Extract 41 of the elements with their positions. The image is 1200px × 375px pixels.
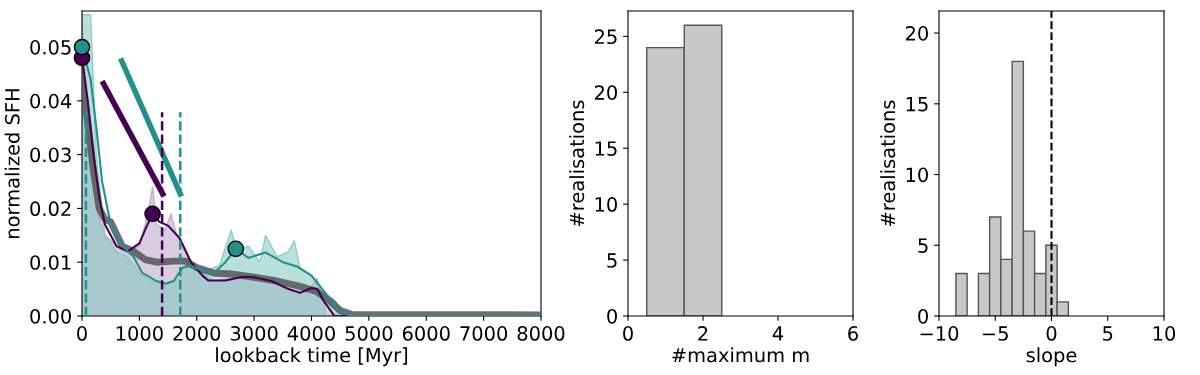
y-tick-label: 0.00 — [30, 308, 71, 324]
y-tick-label: 0.05 — [30, 40, 71, 55]
x-tick-label: 5 — [1103, 326, 1113, 341]
y-tick-label: 20 — [594, 85, 617, 100]
y-tick-label: 20 — [905, 26, 928, 41]
y-axis-title: #realisations — [569, 100, 585, 226]
x-tick-label: 4000 — [287, 326, 335, 341]
y-tick-label: 0.03 — [30, 147, 71, 163]
x-tick-label: 6000 — [402, 326, 450, 341]
y-tick-label: 5 — [918, 238, 928, 253]
x-tick-label: 0 — [1046, 326, 1057, 341]
y-axis-title: normalized SFH — [4, 89, 20, 238]
y-tick-label: 5 — [607, 253, 617, 268]
x-tick-label: 10 — [1153, 326, 1176, 341]
x-tick-label: 8000 — [517, 326, 565, 341]
y-tick-label: 0 — [607, 308, 617, 324]
x-tick-label: −10 — [920, 326, 959, 341]
x-tick-label: 3000 — [230, 326, 278, 341]
x-tick-label: 5000 — [345, 326, 393, 341]
y-tick-label: 10 — [906, 167, 928, 183]
x-axis-title: lookback time [Myr] — [216, 347, 408, 367]
x-tick-label: 0 — [77, 326, 87, 341]
y-tick-label: 15 — [906, 97, 928, 112]
x-tick-label: 1000 — [116, 326, 163, 341]
x-tick-label: −5 — [982, 326, 1008, 341]
y-tick-label: 15 — [595, 141, 617, 156]
x-axis-title: slope — [1026, 347, 1077, 367]
y-tick-label: 0 — [918, 308, 928, 324]
y-axis-title: #realisations — [880, 100, 896, 226]
y-tick-label: 25 — [594, 29, 617, 45]
x-tick-label: 2000 — [173, 326, 221, 341]
x-tick-label: 6 — [848, 326, 858, 341]
x-tick-label: 4 — [772, 326, 784, 341]
y-tick-label: 0.04 — [30, 93, 72, 109]
x-tick-label: 7000 — [460, 326, 508, 341]
x-tick-label: 0 — [623, 326, 633, 341]
x-axis-title: #maximum m — [672, 347, 809, 363]
y-tick-label: 0.01 — [30, 255, 71, 270]
x-tick-label: 2 — [698, 326, 708, 341]
y-tick-label: 10 — [595, 197, 617, 212]
y-tick-label: 0.02 — [30, 201, 71, 217]
